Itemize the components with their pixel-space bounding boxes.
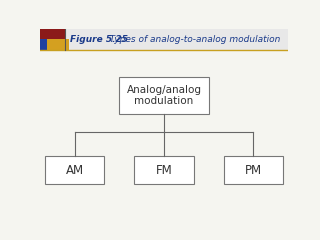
FancyBboxPatch shape [119, 77, 209, 114]
FancyBboxPatch shape [134, 156, 194, 184]
FancyBboxPatch shape [40, 29, 65, 45]
FancyBboxPatch shape [224, 156, 283, 184]
Text: Analog/analog
modulation: Analog/analog modulation [126, 84, 202, 106]
FancyBboxPatch shape [47, 38, 68, 51]
Text: FM: FM [156, 164, 172, 177]
FancyBboxPatch shape [40, 29, 288, 50]
FancyBboxPatch shape [45, 156, 104, 184]
Text: PM: PM [245, 164, 262, 177]
Text: Types of analog-to-analog modulation: Types of analog-to-analog modulation [98, 35, 281, 44]
FancyBboxPatch shape [40, 39, 61, 50]
Text: Figure 5.25: Figure 5.25 [70, 35, 128, 44]
Text: AM: AM [66, 164, 84, 177]
